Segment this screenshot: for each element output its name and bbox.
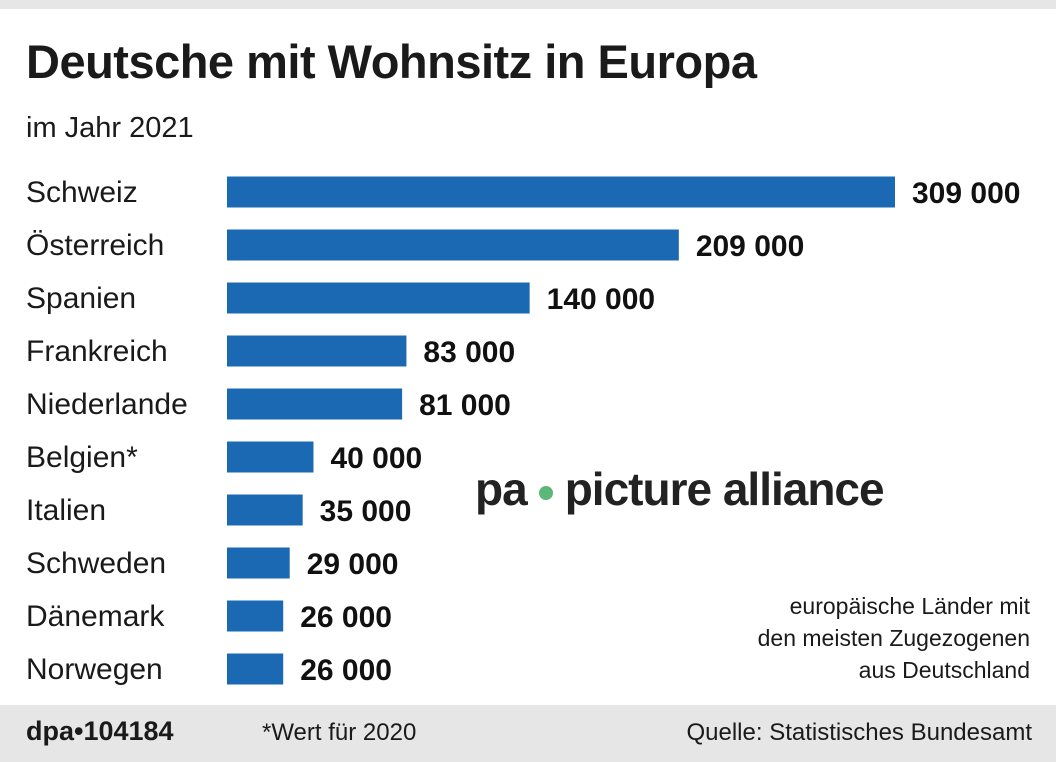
source: Quelle: Statistisches Bundesamt — [686, 719, 1032, 746]
bar-chart: Schweiz 309 000 Österreich 209 000 Spanien 14… — [26, 176, 1020, 687]
watermark-left: pa — [475, 463, 528, 515]
watermark-dot-icon — [538, 485, 553, 500]
bar — [227, 600, 284, 632]
bar — [227, 282, 530, 314]
chart-note: europäische Länder mit den meisten Zugez… — [758, 590, 1030, 686]
value-label: 40 000 — [330, 442, 422, 475]
chart-subtitle: im Jahr 2021 — [26, 112, 194, 144]
category-label: Italien — [26, 494, 106, 527]
value-label: 26 000 — [300, 654, 392, 687]
bar — [227, 653, 284, 685]
bar — [227, 229, 679, 261]
category-label: Schweiz — [26, 176, 138, 209]
category-label: Schweden — [26, 547, 166, 580]
value-label: 140 000 — [547, 283, 655, 316]
bar — [227, 441, 314, 473]
note-line: aus Deutschland — [858, 657, 1030, 683]
note-line: europäische Länder mit — [789, 593, 1030, 619]
watermark-logo: pa picture alliance — [475, 462, 885, 516]
value-label: 29 000 — [307, 548, 399, 581]
dpa-id: dpa•104184 — [26, 716, 174, 746]
bar — [227, 388, 403, 420]
footnote: *Wert für 2020 — [262, 719, 417, 746]
bar — [227, 494, 303, 526]
category-label: Spanien — [26, 282, 136, 315]
watermark-right: picture alliance — [564, 463, 885, 515]
category-label: Belgien* — [26, 441, 138, 474]
value-label: 83 000 — [423, 336, 515, 369]
note-line: den meisten Zugezogenen — [757, 625, 1030, 651]
bar — [227, 547, 290, 579]
category-label: Niederlande — [26, 388, 188, 421]
top-strip — [0, 0, 1056, 9]
footer: dpa•104184 *Wert für 2020 Quelle: Statis… — [0, 705, 1056, 762]
bar — [227, 335, 407, 367]
value-label: 209 000 — [696, 230, 804, 263]
category-label: Österreich — [26, 229, 164, 262]
bar — [227, 176, 895, 208]
value-label: 26 000 — [300, 601, 392, 634]
value-label: 81 000 — [419, 389, 511, 422]
value-label: 35 000 — [320, 495, 412, 528]
chart-title: Deutsche mit Wohnsitz in Europa — [26, 35, 757, 88]
value-label: 309 000 — [912, 177, 1020, 210]
category-label: Dänemark — [26, 600, 165, 633]
category-label: Frankreich — [26, 335, 168, 368]
category-label: Norwegen — [26, 653, 163, 686]
